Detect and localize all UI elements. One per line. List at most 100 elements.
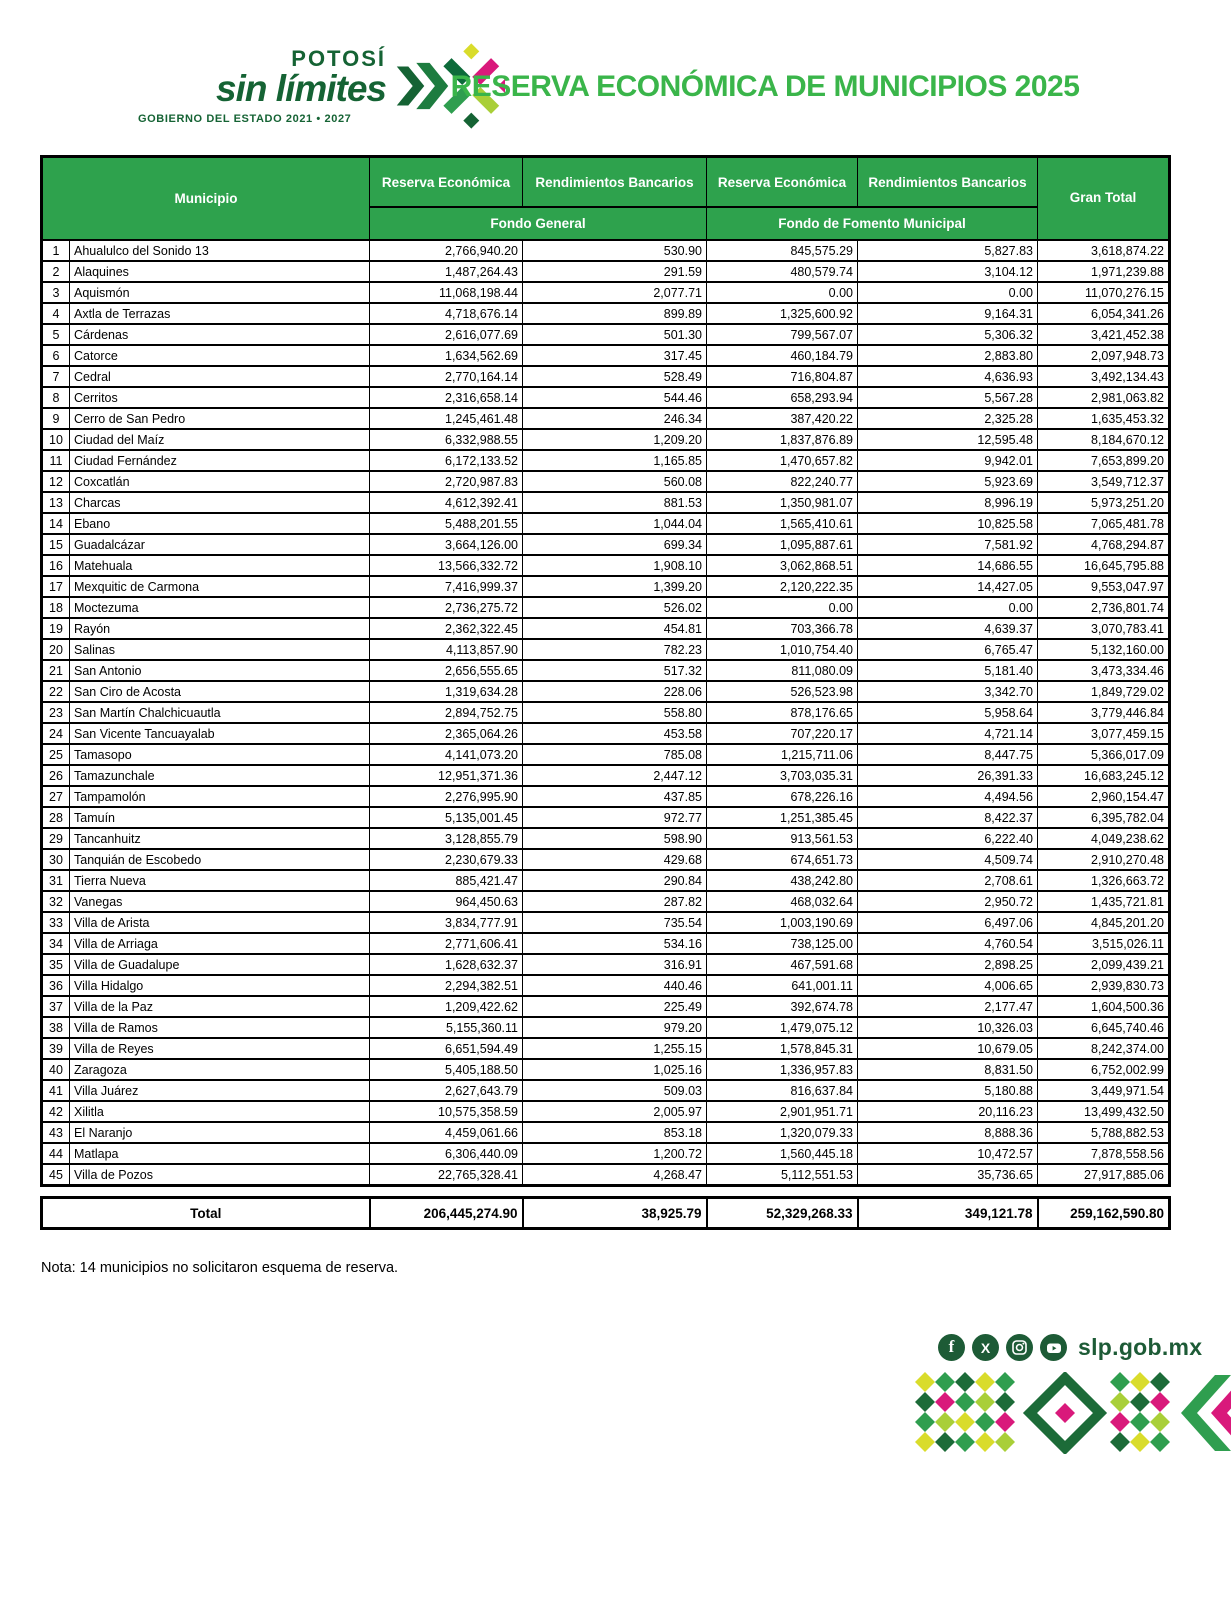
table-row: 40 Zaragoza 5,405,188.50 1,025.16 1,336,… (41, 1058, 1170, 1081)
table-row: 14 Ebano 5,488,201.55 1,044.04 1,565,410… (41, 512, 1170, 535)
cell-municipio: Mexquitic de Carmona (69, 575, 370, 598)
cell-municipio: Villa de Arista (69, 911, 370, 934)
cell-reserva-fondo-fomento: 878,176.65 (706, 701, 858, 724)
cell-row-number: 5 (41, 323, 70, 346)
cell-municipio: Catorce (69, 344, 370, 367)
cell-gran-total: 27,917,885.06 (1037, 1163, 1170, 1187)
cell-rendimientos-fondo-general: 1,209.20 (522, 428, 707, 451)
logo-text-gobierno: GOBIERNO DEL ESTADO 2021 • 2027 (138, 113, 352, 125)
cell-reserva-fondo-fomento: 2,901,951.71 (706, 1100, 858, 1123)
cell-reserva-fondo-general: 5,155,360.11 (369, 1016, 523, 1039)
header-municipio: Municipio (41, 155, 370, 241)
cell-municipio: Tampamolón (69, 785, 370, 808)
cell-reserva-fondo-general: 5,405,188.50 (369, 1058, 523, 1081)
cell-rendimientos-fondo-fomento: 7,581.92 (857, 533, 1038, 556)
cell-rendimientos-fondo-general: 528.49 (522, 365, 707, 388)
cell-row-number: 41 (41, 1079, 70, 1102)
total-reserva-fondo-fomento: 52,329,268.33 (705, 1197, 859, 1229)
cell-reserva-fondo-fomento: 674,651.73 (706, 848, 858, 871)
cell-reserva-fondo-general: 6,306,440.09 (369, 1142, 523, 1165)
table-row: 1 Ahualulco del Sonido 13 2,766,940.20 5… (41, 239, 1170, 262)
cell-rendimientos-fondo-fomento: 8,447.75 (857, 743, 1038, 766)
cell-reserva-fondo-fomento: 1,095,887.61 (706, 533, 858, 556)
cell-rendimientos-fondo-fomento: 3,342.70 (857, 680, 1038, 703)
cell-reserva-fondo-fomento: 716,804.87 (706, 365, 858, 388)
instagram-icon[interactable] (1006, 1334, 1033, 1361)
table-row: 18 Moctezuma 2,736,275.72 526.02 0.00 0.… (41, 596, 1170, 619)
cell-rendimientos-fondo-general: 979.20 (522, 1016, 707, 1039)
cell-rendimientos-fondo-fomento: 5,958.64 (857, 701, 1038, 724)
cell-reserva-fondo-fomento: 467,591.68 (706, 953, 858, 976)
facebook-icon[interactable]: f (938, 1334, 965, 1361)
cell-reserva-fondo-general: 2,656,555.65 (369, 659, 523, 682)
cell-reserva-fondo-fomento: 811,080.09 (706, 659, 858, 682)
cell-municipio: Cerro de San Pedro (69, 407, 370, 430)
cell-reserva-fondo-general: 1,209,422.62 (369, 995, 523, 1018)
youtube-icon[interactable] (1040, 1334, 1067, 1361)
cell-reserva-fondo-fomento: 1,578,845.31 (706, 1037, 858, 1060)
cell-row-number: 43 (41, 1121, 70, 1144)
cell-row-number: 45 (41, 1163, 70, 1187)
table-row: 31 Tierra Nueva 885,421.47 290.84 438,24… (41, 869, 1170, 892)
x-icon[interactable]: X (972, 1334, 999, 1361)
cell-rendimientos-fondo-fomento: 4,006.65 (857, 974, 1038, 997)
cell-municipio: Xilitla (69, 1100, 370, 1123)
total-table: Total 206,445,274.90 38,925.79 52,329,26… (40, 1196, 1171, 1230)
cell-municipio: Villa Hidalgo (69, 974, 370, 997)
cell-rendimientos-fondo-general: 782.23 (522, 638, 707, 661)
cell-rendimientos-fondo-fomento: 8,888.36 (857, 1121, 1038, 1144)
cell-gran-total: 13,499,432.50 (1037, 1100, 1170, 1123)
cell-row-number: 15 (41, 533, 70, 556)
cell-reserva-fondo-general: 12,951,371.36 (369, 764, 523, 787)
cell-gran-total: 1,635,453.32 (1037, 407, 1170, 430)
cell-gran-total: 7,878,558.56 (1037, 1142, 1170, 1165)
state-logo: POTOSÍ sin límites GOBIERNO DEL ESTADO 2… (138, 48, 387, 126)
header-reserva-fg: Reserva Económica (369, 155, 523, 208)
cell-reserva-fondo-general: 2,766,940.20 (369, 239, 523, 262)
cell-reserva-fondo-general: 964,450.63 (369, 890, 523, 913)
cell-municipio: Matlapa (69, 1142, 370, 1165)
cell-reserva-fondo-fomento: 1,565,410.61 (706, 512, 858, 535)
cell-rendimientos-fondo-fomento: 26,391.33 (857, 764, 1038, 787)
cell-rendimientos-fondo-general: 2,005.97 (522, 1100, 707, 1123)
cell-gran-total: 8,242,374.00 (1037, 1037, 1170, 1060)
cell-rendimientos-fondo-fomento: 10,326.03 (857, 1016, 1038, 1039)
table-row: 5 Cárdenas 2,616,077.69 501.30 799,567.0… (41, 323, 1170, 346)
cell-gran-total: 3,549,712.37 (1037, 470, 1170, 493)
table-row: 34 Villa de Arriaga 2,771,606.41 534.16 … (41, 932, 1170, 955)
cell-reserva-fondo-fomento: 1,215,711.06 (706, 743, 858, 766)
website-label[interactable]: slp.gob.mx (1078, 1334, 1203, 1360)
cell-reserva-fondo-fomento: 1,560,445.18 (706, 1142, 858, 1165)
cell-reserva-fondo-general: 2,736,275.72 (369, 596, 523, 619)
header-gran-total: Gran Total (1037, 155, 1170, 241)
cell-reserva-fondo-fomento: 392,674.78 (706, 995, 858, 1018)
cell-gran-total: 1,326,663.72 (1037, 869, 1170, 892)
cell-reserva-fondo-fomento: 707,220.17 (706, 722, 858, 745)
cell-rendimientos-fondo-general: 501.30 (522, 323, 707, 346)
cell-reserva-fondo-general: 5,488,201.55 (369, 512, 523, 535)
cell-reserva-fondo-general: 2,771,606.41 (369, 932, 523, 955)
cell-rendimientos-fondo-fomento: 10,679.05 (857, 1037, 1038, 1060)
cell-rendimientos-fondo-general: 454.81 (522, 617, 707, 640)
cell-reserva-fondo-fomento: 822,240.77 (706, 470, 858, 493)
total-label: Total (40, 1197, 371, 1229)
cell-rendimientos-fondo-general: 290.84 (522, 869, 707, 892)
cell-gran-total: 8,184,670.12 (1037, 428, 1170, 451)
table-row: 25 Tamasopo 4,141,073.20 785.08 1,215,71… (41, 743, 1170, 766)
cell-gran-total: 2,736,801.74 (1037, 596, 1170, 619)
cell-municipio: Villa de la Paz (69, 995, 370, 1018)
cell-rendimientos-fondo-fomento: 8,422.37 (857, 806, 1038, 829)
cell-reserva-fondo-general: 2,616,077.69 (369, 323, 523, 346)
cell-row-number: 14 (41, 512, 70, 535)
cell-municipio: Villa de Reyes (69, 1037, 370, 1060)
cell-municipio: San Ciro de Acosta (69, 680, 370, 703)
table-row: 13 Charcas 4,612,392.41 881.53 1,350,981… (41, 491, 1170, 514)
cell-row-number: 25 (41, 743, 70, 766)
cell-gran-total: 6,752,002.99 (1037, 1058, 1170, 1081)
table-header-row-1: Municipio Reserva Económica Rendimientos… (41, 155, 1170, 241)
cell-rendimientos-fondo-fomento: 5,923.69 (857, 470, 1038, 493)
cell-municipio: San Vicente Tancuayalab (69, 722, 370, 745)
cell-gran-total: 7,653,899.20 (1037, 449, 1170, 472)
cell-rendimientos-fondo-general: 534.16 (522, 932, 707, 955)
cell-reserva-fondo-fomento: 3,703,035.31 (706, 764, 858, 787)
